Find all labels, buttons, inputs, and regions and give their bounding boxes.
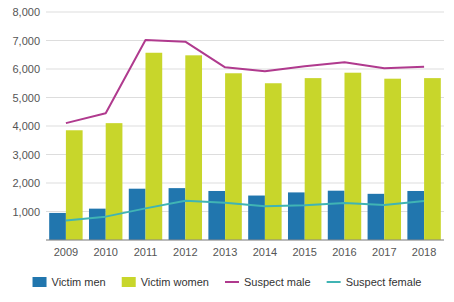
bar xyxy=(169,188,186,240)
x-tick-label: 2009 xyxy=(54,246,78,258)
grid xyxy=(46,12,444,240)
legend-swatch xyxy=(225,281,239,283)
y-tick-label: 3,000 xyxy=(12,149,40,161)
bar xyxy=(66,130,83,240)
line xyxy=(66,201,424,221)
y-tick-label: 8,000 xyxy=(12,6,40,18)
line xyxy=(66,40,424,123)
x-axis xyxy=(46,240,444,241)
legend-item: Suspect male xyxy=(225,276,311,288)
bar xyxy=(424,78,441,240)
bar xyxy=(89,209,106,240)
x-tick-label: 2011 xyxy=(134,246,158,258)
bar xyxy=(305,78,322,240)
bar xyxy=(146,53,163,240)
bar xyxy=(384,79,401,240)
bar xyxy=(248,196,265,240)
grid-line xyxy=(46,12,444,13)
legend-label: Victim men xyxy=(52,276,106,288)
legend-label: Suspect female xyxy=(346,276,422,288)
y-tick-label: 5,000 xyxy=(12,92,40,104)
legend-swatch xyxy=(122,277,136,287)
x-tick-label: 2012 xyxy=(173,246,197,258)
legend-item: Suspect female xyxy=(327,276,422,288)
x-tick-label: 2010 xyxy=(93,246,117,258)
bar xyxy=(368,194,385,240)
bar xyxy=(49,213,66,240)
legend: Victim men Victim women Suspect male Suspec… xyxy=(33,276,422,288)
y-tick-label: 2,000 xyxy=(12,177,40,189)
bar xyxy=(208,191,225,240)
legend-item: Victim women xyxy=(122,276,209,288)
x-tick-label: 2016 xyxy=(332,246,356,258)
y-tick-label: 4,000 xyxy=(12,120,40,132)
bar xyxy=(185,55,202,240)
x-tick-label: 2014 xyxy=(253,246,277,258)
legend-swatch xyxy=(33,277,47,287)
bar xyxy=(106,123,123,240)
legend-label: Suspect male xyxy=(244,276,311,288)
legend-item: Victim men xyxy=(33,276,106,288)
x-tick-label: 2018 xyxy=(412,246,436,258)
x-tick-label: 2017 xyxy=(372,246,396,258)
x-tick-label: 2015 xyxy=(292,246,316,258)
y-tick-label: 7,000 xyxy=(12,35,40,47)
bar xyxy=(328,191,345,240)
legend-label: Victim women xyxy=(141,276,209,288)
bar xyxy=(225,73,242,240)
chart: 1,000 2,000 3,000 4,000 5,000 6,000 7,000 8,000… xyxy=(0,0,454,302)
y-tick-label: 1,000 xyxy=(12,206,40,218)
legend-swatch xyxy=(327,281,341,283)
grid-line xyxy=(46,240,444,241)
bar xyxy=(288,192,305,240)
x-tick-label: 2013 xyxy=(213,246,237,258)
y-tick-label: 6,000 xyxy=(12,63,40,75)
bar xyxy=(407,191,424,240)
grid-line xyxy=(46,40,444,41)
bar xyxy=(129,189,146,240)
bar xyxy=(265,83,282,240)
bar xyxy=(345,73,362,240)
plot-area xyxy=(49,40,441,240)
